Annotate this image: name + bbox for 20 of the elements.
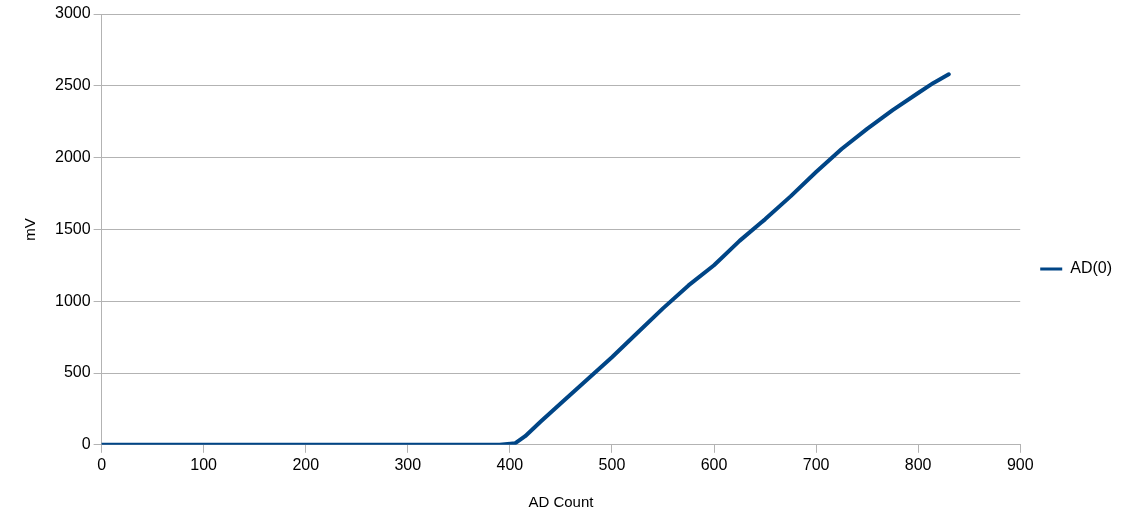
- x-tick-label: 0: [97, 455, 107, 473]
- x-tick-label: 500: [598, 455, 626, 473]
- x-tick-label: 700: [802, 455, 830, 473]
- x-tick-label: 200: [292, 455, 320, 473]
- x-tick-label: 400: [496, 455, 524, 473]
- y-axis-title: mV: [21, 218, 39, 241]
- x-tick-label: 900: [1006, 455, 1034, 473]
- y-tick-label: 3000: [55, 4, 91, 22]
- legend-label: AD(0): [1070, 259, 1112, 277]
- y-tick-label: 500: [63, 363, 91, 381]
- y-tick-label: 1500: [55, 219, 91, 237]
- x-axis-title: AD Count: [528, 493, 595, 511]
- y-tick-label: 2000: [55, 148, 91, 166]
- x-tick-label: 600: [700, 455, 728, 473]
- y-tick-label: 1000: [55, 291, 91, 309]
- x-tick-label: 800: [904, 455, 932, 473]
- x-tick-label: 100: [190, 455, 218, 473]
- y-tick-label: 0: [81, 435, 91, 453]
- x-tick-label: 300: [394, 455, 422, 473]
- y-tick-label: 2500: [55, 76, 91, 94]
